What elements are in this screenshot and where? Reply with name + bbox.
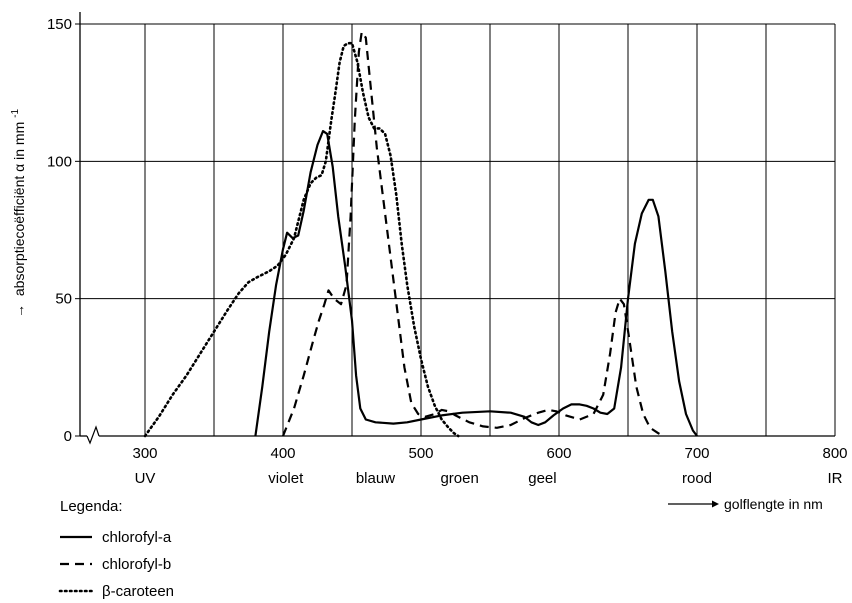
tick-labels: 0 50 100 150 300 400 500 600 700 800 <box>47 16 848 462</box>
axes <box>75 12 835 445</box>
x-tick-label-300: 300 <box>132 445 157 462</box>
band-label-IR: IR <box>828 470 843 487</box>
y-axis-title: absorptiecoëfficiënt α in mm <box>11 122 27 296</box>
y-tick-label-0: 0 <box>64 428 72 445</box>
x-tick-label-800: 800 <box>822 445 847 462</box>
series-line-β-caroteen <box>143 41 460 438</box>
band-label-rood: rood <box>682 470 712 487</box>
series-line-chlorofyl-b <box>281 31 665 437</box>
gridlines <box>80 23 836 436</box>
x-axis-arrow-head <box>712 500 719 508</box>
band-label-groen: groen <box>440 470 478 487</box>
band-label-blauw: blauw <box>356 470 395 487</box>
x-tick-label-400: 400 <box>270 445 295 462</box>
series-lines <box>143 31 698 438</box>
x-tick-label-600: 600 <box>546 445 571 462</box>
y-axis-arrow: → <box>11 304 27 318</box>
spectrum-band-labels: UV violet blauw groen geel rood IR <box>135 470 843 487</box>
band-label-violet: violet <box>268 470 304 487</box>
y-axis-label: → absorptiecoëfficiënt α in mm -1 <box>10 109 27 318</box>
band-label-UV: UV <box>135 470 156 487</box>
legend-label-chlorofyl-a: chlorofyl-a <box>102 529 172 546</box>
series-line-chlorofyl-a <box>254 130 698 437</box>
legend-title: Legenda: <box>60 498 123 515</box>
legend: Legenda: chlorofyl-a chlorofyl-b β-carotee… <box>58 498 174 600</box>
x-tick-label-500: 500 <box>408 445 433 462</box>
y-tick-label-50: 50 <box>55 291 72 308</box>
x-axis-label: golflengte in nm <box>724 496 823 512</box>
y-tick-label-150: 150 <box>47 16 72 33</box>
y-tick-label-100: 100 <box>47 153 72 170</box>
y-axis-unit-exponent: -1 <box>10 109 21 118</box>
band-label-geel: geel <box>528 470 556 487</box>
x-axis-break <box>86 425 100 445</box>
legend-label-β-caroteen: β-caroteen <box>102 583 174 600</box>
x-tick-label-700: 700 <box>684 445 709 462</box>
legend-label-chlorofyl-b: chlorofyl-b <box>102 556 171 573</box>
